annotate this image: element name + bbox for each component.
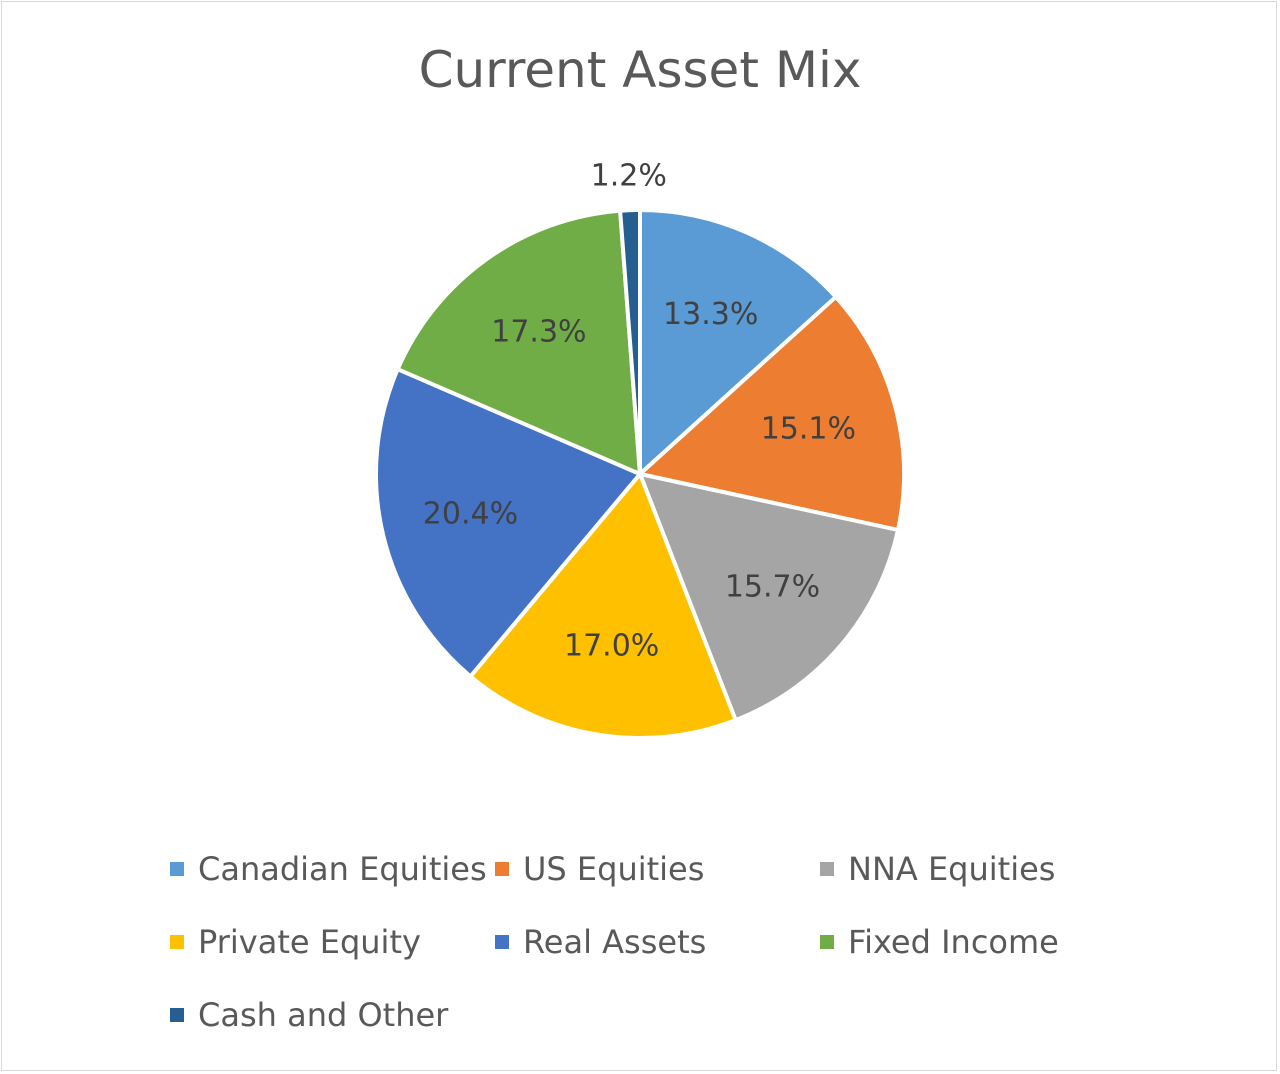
- data-label-cash-and-other: 1.2%: [591, 159, 667, 194]
- pie-slice-nna-equities: [638, 472, 900, 723]
- legend-swatch: [170, 1008, 184, 1022]
- data-label-canadian-equities: 13.3%: [663, 297, 758, 332]
- legend-label: Canadian Equities: [198, 850, 487, 888]
- pie-slice-us-equities: [638, 294, 906, 532]
- chart-title: Current Asset Mix: [418, 41, 862, 99]
- legend-label: Cash and Other: [198, 996, 449, 1034]
- legend-item-canadian-equities: Canadian Equities: [170, 849, 487, 889]
- pie-slice-private-equity: [468, 472, 738, 740]
- legend-item-nna-equities: NNA Equities: [820, 849, 1055, 889]
- legend-item-real-assets: Real Assets: [495, 922, 706, 962]
- legend-swatch: [820, 935, 834, 949]
- legend-swatch: [495, 935, 509, 949]
- data-label-us-equities: 15.1%: [761, 412, 856, 447]
- legend-item-cash-and-other: Cash and Other: [170, 995, 448, 1035]
- legend-label: Private Equity: [198, 923, 421, 961]
- pie-slice-canadian-equities: [638, 208, 838, 476]
- pie-data-labels: 13.3% 15.1% 15.7% 17.0% 20.4% 17.3% 1.2%: [423, 159, 856, 664]
- data-label-private-equity: 17.0%: [564, 628, 659, 663]
- data-label-nna-equities: 15.7%: [725, 570, 820, 605]
- pie-slice-cash-and-other: [618, 208, 642, 476]
- legend-swatch: [170, 862, 184, 876]
- legend-swatch: [170, 935, 184, 949]
- pie-slice-fixed-income: [395, 208, 642, 476]
- legend-label: US Equities: [523, 850, 705, 888]
- legend-swatch: [495, 862, 509, 876]
- legend-item-us-equities: US Equities: [495, 849, 704, 889]
- data-label-fixed-income: 17.3%: [491, 315, 586, 350]
- pie-slices: [374, 208, 906, 740]
- legend-item-fixed-income: Fixed Income: [820, 922, 1059, 962]
- legend-label: Real Assets: [523, 923, 707, 961]
- data-label-real-assets: 20.4%: [423, 497, 518, 532]
- legend-label: Fixed Income: [848, 923, 1059, 961]
- legend-swatch: [820, 862, 834, 876]
- legend-label: NNA Equities: [848, 850, 1056, 888]
- legend-item-private-equity: Private Equity: [170, 922, 421, 962]
